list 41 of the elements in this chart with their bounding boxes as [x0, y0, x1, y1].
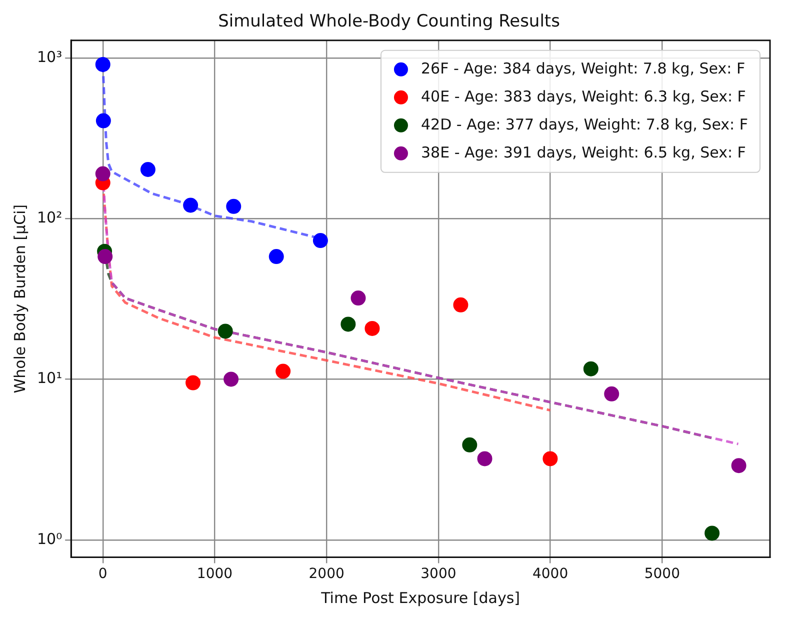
point — [95, 56, 110, 72]
point — [731, 458, 746, 474]
x-tick-label: 2000 — [308, 566, 344, 582]
point — [218, 324, 233, 339]
point — [604, 386, 620, 402]
point — [224, 372, 239, 387]
point — [183, 198, 198, 213]
chart-title: Simulated Whole-Body Counting Results — [218, 12, 560, 32]
point — [96, 113, 111, 128]
legend-label: 38E - Age: 391 days, Weight: 6.5 kg, Sex: F — [420, 143, 746, 162]
point — [704, 526, 720, 541]
point — [583, 361, 598, 376]
x-axis-title: Time Post Exposure [days] — [320, 588, 520, 607]
legend-label: 42D - Age: 377 days, Weight: 7.8 kg, Sex: F — [420, 115, 748, 134]
point — [364, 320, 380, 336]
y-tick-label: 10³ — [36, 48, 62, 66]
point — [186, 375, 201, 390]
point — [477, 451, 492, 466]
point — [98, 249, 113, 264]
point — [453, 297, 468, 312]
x-tick-label: 3000 — [420, 566, 456, 582]
y-tick-label: 10¹ — [36, 369, 62, 388]
legend-label: 26F - Age: 384 days, Weight: 7.8 kg, Sex: F — [420, 59, 746, 78]
point — [276, 364, 291, 379]
point — [542, 451, 558, 466]
x-tick-label: 5000 — [644, 566, 680, 582]
point — [268, 249, 284, 264]
legend-label: 40E - Age: 383 days, Weight: 6.3 kg, Sex: F — [420, 87, 746, 106]
point — [350, 290, 366, 306]
x-tick-label: 1000 — [196, 566, 233, 582]
x-tick-label: 0 — [98, 566, 108, 582]
point — [340, 316, 356, 332]
point — [95, 166, 110, 182]
point — [140, 162, 156, 177]
point — [312, 233, 328, 248]
y-tick-label: 10² — [36, 208, 62, 226]
y-axis-title: Whole Body Burden [μCi] — [10, 204, 29, 394]
y-tick-label: 10⁰ — [36, 530, 62, 548]
x-tick-label: 4000 — [532, 566, 568, 582]
point — [226, 198, 242, 214]
point — [462, 437, 478, 452]
